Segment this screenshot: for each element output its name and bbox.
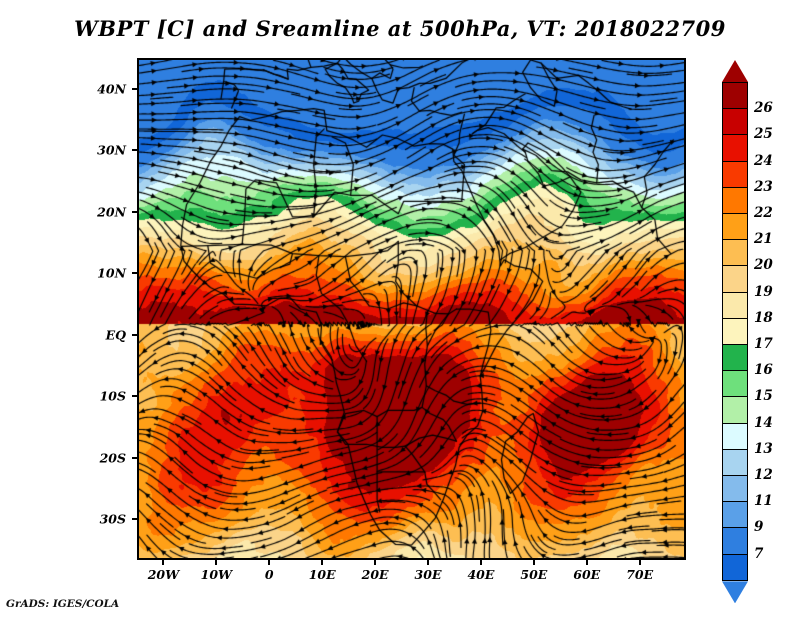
- colorbar: 26 25 24 23 22 21 20 19 18 17 16 15 14 13 12 11 9 7: [718, 60, 800, 604]
- y-axis-tick: [132, 149, 137, 152]
- colorbar-tick-label: 9: [754, 519, 764, 536]
- page-title: WBPT [C] and Sreamline at 500hPa, VT: 20…: [74, 16, 726, 41]
- colorbar-tick-label: 25: [754, 126, 773, 143]
- y-axis-tick-label: 30N: [97, 142, 126, 158]
- y-axis-tick: [132, 210, 137, 213]
- colorbar-band: [722, 448, 748, 477]
- y-axis-tick: [132, 272, 137, 275]
- x-axis-tick: [162, 560, 165, 565]
- colorbar-tick-label: 12: [754, 467, 773, 483]
- x-axis-tick: [585, 560, 588, 565]
- colorbar-tick-label: 18: [754, 309, 773, 326]
- colorbar-band: [722, 344, 748, 372]
- colorbar-band: [722, 527, 748, 556]
- x-axis-tick-label: 10E: [308, 567, 336, 582]
- x-axis-tick: [427, 560, 430, 565]
- colorbar-band: [722, 160, 748, 189]
- colorbar-tick-label: 15: [754, 388, 773, 405]
- x-axis-tick-label: 20E: [361, 567, 389, 582]
- y-axis-tick: [132, 333, 137, 336]
- colorbar-band: [722, 291, 748, 320]
- colorbar-band: [722, 475, 748, 503]
- colorbar-band: [722, 213, 748, 241]
- colorbar-tick-label: 16: [754, 362, 773, 379]
- streamline-overlay: [139, 60, 684, 558]
- y-axis-tick: [132, 518, 137, 521]
- colorbar-band: [722, 422, 748, 451]
- colorbar-band: [722, 317, 748, 346]
- y-axis-tick-label: 40N: [97, 81, 126, 97]
- colorbar-tick-label: 14: [754, 414, 773, 431]
- x-axis-tick: [532, 560, 535, 565]
- x-axis-tick: [215, 560, 218, 565]
- y-axis-tick: [132, 395, 137, 398]
- y-axis-tick-label: 10N: [97, 265, 126, 281]
- x-axis-tick: [268, 560, 271, 565]
- colorbar-band: [722, 186, 748, 215]
- colorbar-tick-label: 17: [754, 336, 773, 352]
- colorbar-band: [722, 553, 748, 582]
- colorbar-cap-top: [722, 60, 748, 82]
- colorbar-tick-label: 19: [754, 283, 773, 300]
- x-axis-tick: [638, 560, 641, 565]
- x-axis-tick-label: 40E: [467, 567, 495, 582]
- y-axis-tick-label: 10S: [99, 388, 126, 404]
- colorbar-band: [722, 239, 748, 267]
- y-axis-tick-label: EQ: [105, 327, 126, 343]
- x-axis-tick: [374, 560, 377, 565]
- colorbar-band: [722, 370, 748, 398]
- colorbar-tick-label: 26: [754, 100, 773, 117]
- colorbar-cap-bottom: [722, 581, 748, 604]
- colorbar-tick-label: 23: [754, 178, 773, 195]
- y-axis-tick-label: 20S: [99, 450, 126, 466]
- colorbar-band: [722, 82, 748, 110]
- colorbar-band: [722, 396, 748, 425]
- map-plot-area: [137, 58, 686, 560]
- y-axis-tick-label: 30S: [99, 511, 126, 527]
- colorbar-tick-label: 13: [754, 440, 773, 457]
- x-axis-tick: [321, 560, 324, 565]
- x-axis-tick-label: 20W: [147, 567, 180, 582]
- colorbar-band: [722, 108, 748, 136]
- colorbar-band: [722, 265, 748, 294]
- colorbar-tick-label: 11: [754, 493, 773, 510]
- x-axis-tick-label: 0: [264, 567, 274, 582]
- x-axis-tick-label: 10W: [200, 567, 233, 582]
- colorbar-band: [722, 501, 748, 529]
- y-axis-tick: [132, 456, 137, 459]
- colorbar-tick-label: 7: [754, 545, 764, 562]
- x-axis-tick: [479, 560, 482, 565]
- x-axis-tick-label: 30E: [414, 567, 442, 582]
- x-axis-tick-label: 60E: [573, 567, 601, 582]
- colorbar-tick-label: 24: [754, 152, 773, 169]
- colorbar-tick-label: 22: [754, 205, 773, 221]
- x-axis-tick-label: 70E: [626, 567, 654, 582]
- y-axis-tick-label: 20N: [97, 204, 126, 220]
- y-axis-tick: [132, 87, 137, 90]
- credit-label: GrADS: IGES/COLA: [6, 598, 120, 610]
- colorbar-band: [722, 134, 748, 163]
- colorbar-tick-label: 20: [754, 257, 773, 274]
- x-axis-tick-label: 50E: [520, 567, 548, 582]
- colorbar-tick-label: 21: [754, 231, 773, 248]
